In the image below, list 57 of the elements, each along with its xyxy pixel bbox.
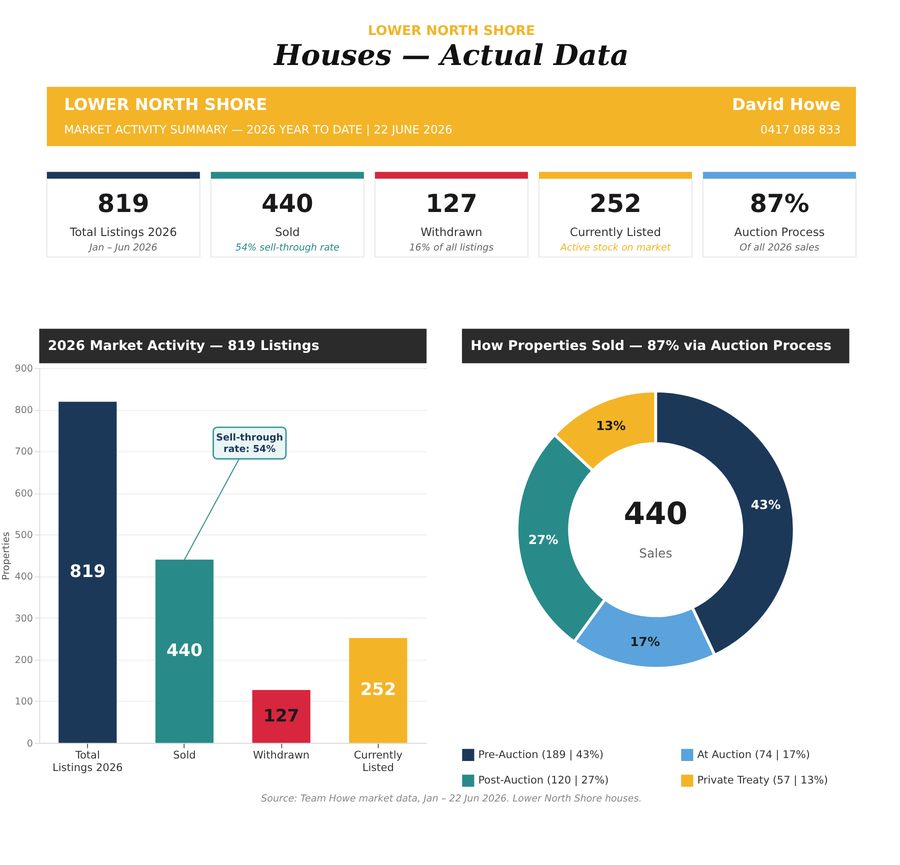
data-label: 27%	[528, 532, 559, 548]
bar	[58, 402, 117, 743]
data-label: 13%	[596, 418, 626, 433]
legend-label: Post-Auction (120 | 27%)	[478, 774, 609, 787]
y-tick-label: 800	[14, 405, 33, 416]
text: LOWER NORTH SHORE	[368, 24, 536, 40]
y-tick-label: 100	[14, 696, 33, 708]
y-tick-label: 200	[14, 654, 33, 666]
data-label: 440	[166, 641, 202, 662]
x-tick-label: Sold	[173, 750, 196, 762]
y-tick-label: 400	[14, 572, 33, 583]
y-tick-label: 900	[14, 363, 33, 374]
y-axis-title: Properties	[1, 532, 12, 580]
text: LOWER NORTH SHORE	[64, 94, 268, 114]
x-tick-label: Withdrawn	[253, 750, 310, 762]
data-label: 252	[590, 189, 642, 218]
data-label: 252	[360, 680, 396, 700]
bar	[349, 638, 408, 743]
text: 16% of all listings	[409, 242, 494, 254]
data-label: 819	[70, 562, 106, 582]
bar	[252, 690, 310, 743]
text: Active stock on market	[559, 242, 672, 254]
legend-label: Pre-Auction (189 | 43%)	[478, 748, 604, 761]
x-tick-label: Total Listings 2026	[52, 750, 124, 774]
chart-title: 2026 Market Activity — 819 Listings	[48, 338, 320, 354]
y-tick-label: 600	[14, 488, 33, 500]
data-label: 87%	[750, 189, 810, 218]
data-label: 127	[425, 189, 478, 218]
text: Sales	[639, 545, 672, 560]
data-label: 17%	[630, 634, 660, 649]
category-label: Currently Listed	[570, 225, 661, 240]
y-tick-label: 500	[14, 530, 33, 541]
data-label: 819	[97, 189, 150, 218]
category-label: Withdrawn	[420, 225, 482, 240]
category-label: Sold	[275, 225, 300, 240]
text: 54% sell-through rate	[235, 242, 340, 254]
text: Of all 2026 sales	[740, 242, 820, 254]
data-label: 43%	[750, 496, 782, 512]
text: 0417 088 833	[760, 122, 841, 137]
text: David Howe	[732, 94, 841, 114]
data-label: 440	[261, 189, 314, 218]
text: Houses — Actual Data	[272, 38, 629, 72]
category-label: Auction Process	[734, 225, 825, 240]
legend-label: Private Treaty (57 | 13%)	[697, 774, 828, 787]
category-label: Total Listings 2026	[68, 225, 177, 240]
legend-label: At Auction (74 | 17%)	[697, 748, 810, 761]
text: Jan – Jun 2026	[87, 242, 158, 254]
data-label: 127	[263, 706, 300, 726]
text: MARKET ACTIVITY SUMMARY — 2026 YEAR TO DATE | 22 JUNE 2026	[64, 122, 452, 137]
annotation: Sell-through rate: 54%	[216, 432, 284, 456]
y-tick-label: 300	[14, 613, 33, 624]
text: 440	[624, 496, 688, 532]
source-note: Source: Team Howe market data, Jan – 22 Jun 2026. Lower North Shore houses.	[261, 793, 642, 804]
x-tick-label: Currently Listed	[354, 750, 402, 774]
y-tick-label: 0	[26, 738, 33, 750]
y-tick-label: 700	[14, 446, 33, 458]
chart-title: How Properties Sold — 87% via Auction Process	[470, 338, 832, 354]
